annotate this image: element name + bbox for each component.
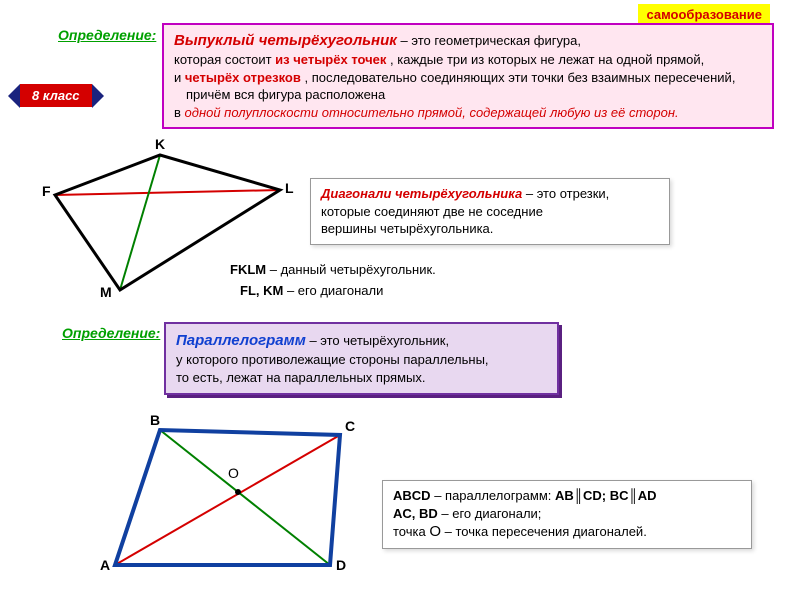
vertex-d: D (336, 557, 346, 573)
abcd-l3c: – точка пересечения диагоналей. (445, 524, 647, 539)
vertex-a: A (100, 557, 110, 573)
abcd-l3a: точка (393, 524, 429, 539)
badge-self-education: самообразование (638, 4, 770, 25)
vertex-c: C (345, 418, 355, 434)
abcd-l2b: – его диагонали; (441, 506, 541, 521)
diagonal-bd (160, 430, 330, 565)
abcd-l1b: – параллелограмм: (434, 488, 555, 503)
abcd-l1c: AB║CD; BC║AD (555, 488, 656, 503)
abcd-l1a: ABCD (393, 488, 431, 503)
diag-rest: – это отрезки, (526, 186, 609, 201)
abcd-l2a: AC, BD (393, 506, 438, 521)
parallelogram-abcd (0, 0, 400, 600)
vertex-o: O (228, 465, 239, 481)
abcd-l3b: O (429, 523, 441, 540)
vertex-b: B (150, 412, 160, 428)
abcd-description-box: ABCD – параллелограмм: AB║CD; BC║AD AC, … (382, 480, 752, 549)
point-o (235, 489, 241, 495)
def1-rest1: – это геометрическая фигура, (401, 33, 581, 48)
def1-l2c: , каждые три из которых не лежат на одно… (390, 52, 704, 67)
